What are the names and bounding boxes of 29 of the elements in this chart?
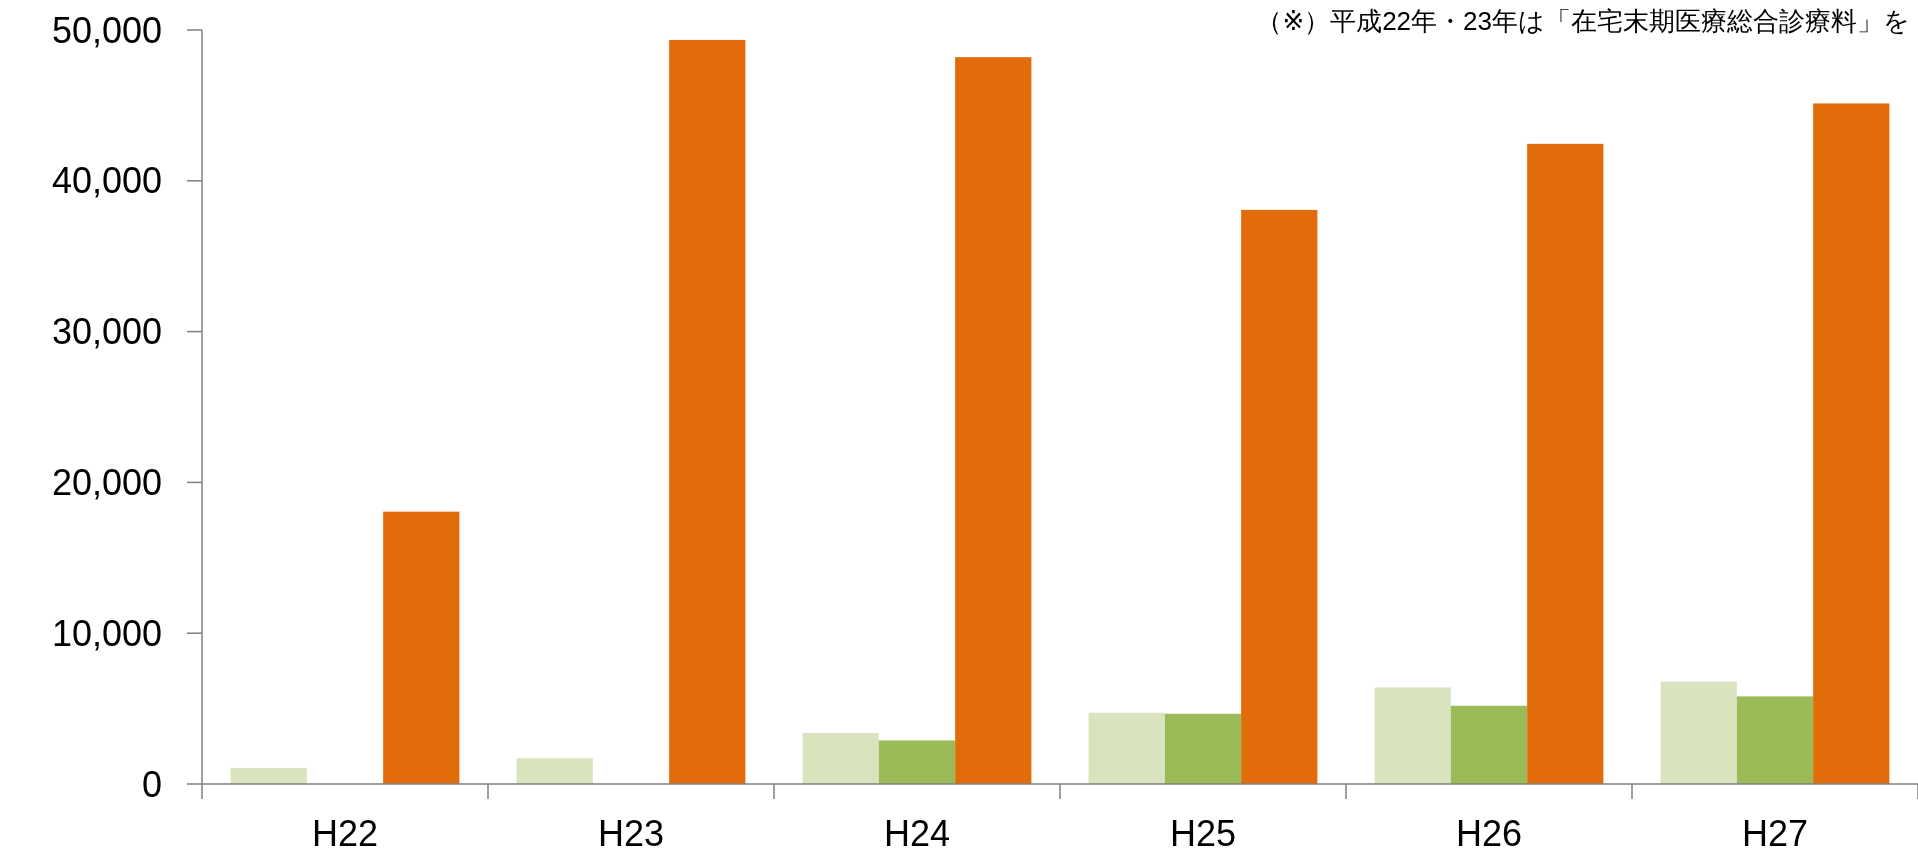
- y-tick-label: 30,000: [51, 311, 162, 353]
- bar: [1736, 696, 1814, 784]
- x-tick-label: H23: [597, 813, 665, 854]
- x-tick-label: H22: [311, 813, 379, 854]
- bar: [1374, 687, 1451, 784]
- bar: [383, 511, 460, 784]
- bar: [1660, 681, 1737, 784]
- bar: [1164, 713, 1242, 784]
- bar: [516, 758, 593, 784]
- bar: [955, 57, 1032, 784]
- bar: [802, 733, 879, 784]
- bar: [230, 767, 307, 784]
- bar: [878, 740, 956, 784]
- x-tick-label: H24: [883, 813, 951, 854]
- bar: [1450, 705, 1528, 784]
- y-tick-label: 10,000: [51, 612, 162, 654]
- x-tick-label: H25: [1169, 813, 1237, 854]
- bar: [1527, 143, 1604, 784]
- bar: [669, 39, 746, 784]
- x-tick-label: H27: [1741, 813, 1809, 854]
- annotation: （※）平成22年・23年は「在宅末期医療総合診療料」を: [1256, 6, 1910, 36]
- bar: [1088, 712, 1165, 784]
- x-tick-label: H26: [1455, 813, 1523, 854]
- bar: [1813, 103, 1890, 784]
- y-tick-label: 50,000: [51, 9, 162, 51]
- y-tick-label: 20,000: [51, 462, 162, 503]
- y-tick-label: 0: [141, 763, 162, 805]
- y-tick-label: 40,000: [51, 160, 162, 202]
- bar: [1241, 209, 1318, 784]
